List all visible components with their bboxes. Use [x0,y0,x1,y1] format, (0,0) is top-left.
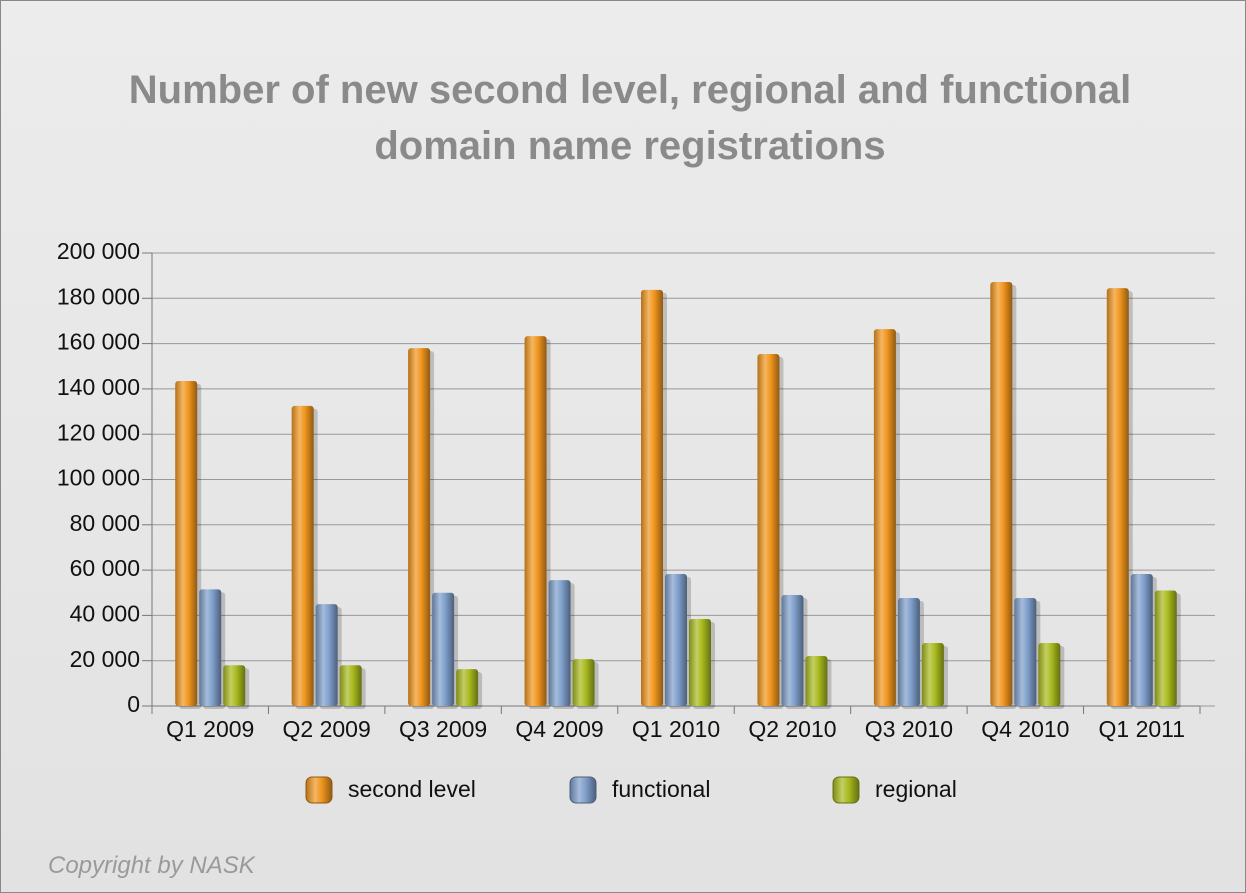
legend-swatch [832,776,860,804]
y-tick-label: 160 000 [57,329,140,355]
bar [897,597,920,706]
x-tick-label: Q1 2011 [1099,716,1186,742]
bar [199,589,222,706]
bar [873,329,896,706]
y-tick-label: 40 000 [70,600,140,626]
x-tick-label: Q3 2009 [399,716,487,742]
bar [1038,643,1061,706]
bar [921,643,944,706]
bar [408,348,431,706]
bar [1106,288,1129,706]
bar [781,595,804,706]
legend-label: second level [348,776,476,802]
y-tick-label: 100 000 [57,465,140,491]
bar [572,659,595,706]
bar [641,289,663,706]
x-tick-label: Q2 2010 [748,716,836,742]
legend-label: functional [612,776,710,802]
bar [1014,597,1037,706]
y-tick-label: 0 [127,691,140,717]
bar [456,669,479,706]
x-tick-label: Q4 2010 [981,716,1069,742]
bar [1154,590,1177,706]
bar [990,281,1013,706]
legend-label: regional [875,776,957,802]
bar [175,380,198,706]
x-tick-label: Q1 2010 [632,716,720,742]
copyright: Copyright by NASK [48,852,255,879]
y-tick-label: 120 000 [57,419,140,445]
x-tick-label: Q1 2009 [166,716,254,742]
y-tick-label: 180 000 [57,283,140,309]
bar [689,619,711,706]
bar [315,604,338,706]
x-tick-label: Q2 2009 [283,716,371,742]
bar [339,665,362,706]
y-tick-label: 140 000 [57,374,140,400]
y-tick-label: 200 000 [57,238,140,264]
bar [548,580,571,706]
chart-title: Number of new second level, regional and… [128,68,1132,168]
bar [432,592,455,706]
bar [1130,573,1153,706]
bar [291,405,314,706]
bar [805,655,828,706]
bar [223,665,246,706]
y-tick-label: 80 000 [70,510,140,536]
x-tick-label: Q3 2010 [865,716,953,742]
x-tick-label: Q4 2009 [515,716,603,742]
legend-swatch [305,776,333,804]
bar [757,354,780,706]
y-tick-label: 60 000 [70,555,140,581]
legend-swatch [569,776,597,804]
y-tick-label: 20 000 [70,646,140,672]
bar [524,336,547,706]
bar [665,573,687,706]
